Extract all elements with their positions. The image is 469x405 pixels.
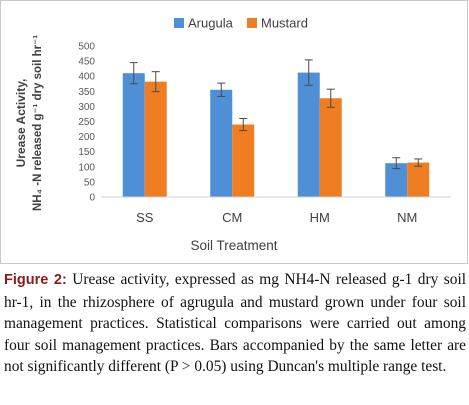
bar-mustard-cm — [232, 124, 255, 197]
x-tick-label: SS — [136, 210, 154, 225]
bar-mustard-hm — [319, 98, 342, 197]
legend-label-arugula: Arugula — [188, 16, 234, 31]
bar-mustard-nm — [407, 162, 430, 197]
y-tick-label: 500 — [78, 42, 95, 53]
figure-caption: Figure 2: Urease activity, expressed as … — [4, 269, 466, 378]
bar-chart: Arugula Mustard 0 50 100 150 200 250 300 350 400 4… — [14, 16, 451, 253]
bar-series-group — [122, 59, 430, 197]
figure-label: Figure 2: — [4, 272, 67, 288]
x-axis: SS CM HM NM — [101, 196, 451, 225]
bar-mustard-ss — [144, 81, 167, 197]
y-tick-label: 250 — [78, 117, 95, 128]
y-tick-label: 300 — [78, 102, 95, 113]
figure-caption-text: Urease activity, expressed as mg NH4-N r… — [4, 271, 466, 375]
y-tick-label: 100 — [78, 162, 95, 173]
bar-arugula-cm — [210, 89, 233, 197]
legend-label-mustard: Mustard — [261, 16, 308, 31]
legend-swatch-mustard — [247, 18, 257, 28]
x-tick-label: CM — [222, 210, 242, 225]
y-tick-label: 200 — [78, 132, 95, 143]
x-tick-label: HM — [310, 210, 330, 225]
bar-arugula-nm — [385, 163, 408, 197]
bar-arugula-hm — [297, 72, 320, 197]
bar-arugula-ss — [122, 73, 145, 197]
y-axis-label-line1: Urease Activity, — [14, 79, 28, 168]
y-tick-label: 50 — [84, 177, 96, 188]
y-tick-label: 350 — [78, 87, 95, 98]
y-axis-label-line2: NH₄ -N released g⁻¹ dry soil hr⁻¹ — [32, 35, 44, 211]
chart-panel: Arugula Mustard 0 50 100 150 200 250 300 350 400 4… — [0, 0, 468, 264]
x-axis-label: Soil Treatment — [190, 238, 277, 253]
y-tick-label: 150 — [78, 147, 95, 158]
y-tick-label: 450 — [78, 57, 95, 68]
y-tick-label: 400 — [78, 72, 95, 83]
y-axis: 0 50 100 150 200 250 300 350 400 450 500 — [78, 42, 95, 204]
chart-legend: Arugula Mustard — [174, 16, 308, 31]
y-tick-label: 0 — [89, 193, 95, 204]
legend-swatch-arugula — [174, 18, 184, 28]
x-tick-label: NM — [397, 210, 417, 225]
